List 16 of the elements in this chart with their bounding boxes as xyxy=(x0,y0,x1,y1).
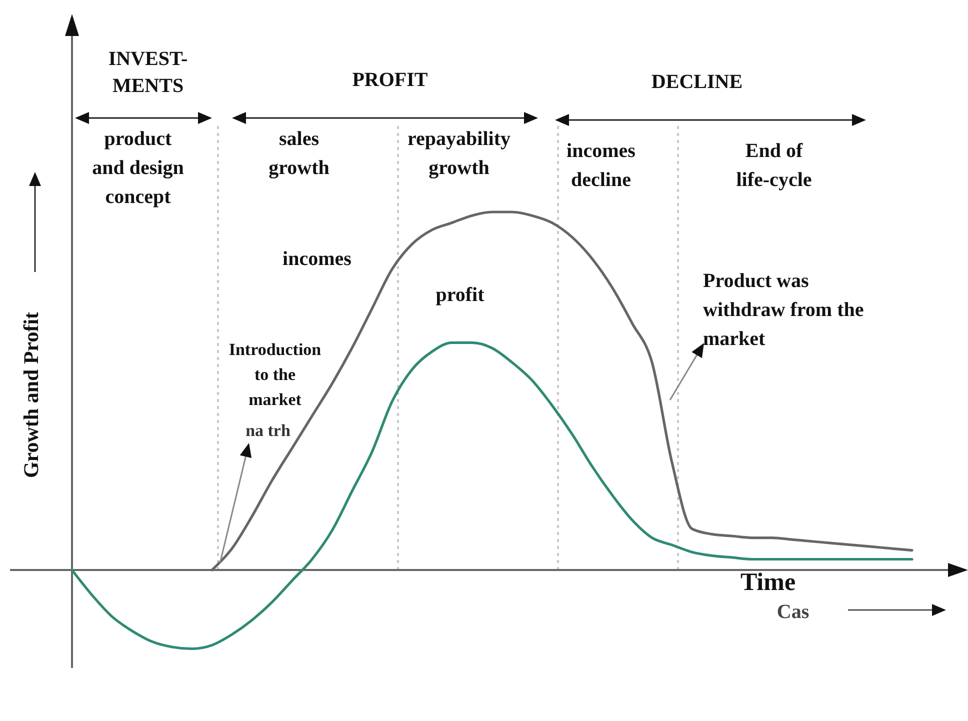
series-label: incomes xyxy=(282,248,352,270)
text: PROFIT xyxy=(352,69,428,91)
text: incomes decline xyxy=(566,140,636,191)
text: repayability growth xyxy=(408,128,510,179)
annotation: Product was withdraw from the market xyxy=(703,270,864,350)
text: INVEST- MENTS xyxy=(108,48,188,97)
annotation: Cas xyxy=(776,601,810,623)
text: DECLINE xyxy=(651,71,743,93)
text: sales growth xyxy=(268,128,330,179)
text: End of life-cycle xyxy=(736,140,812,191)
annotation: Introduction to the market xyxy=(228,340,322,409)
x-axis-title: Time xyxy=(740,569,796,596)
text: product and design concept xyxy=(92,128,184,208)
series-label: profit xyxy=(436,284,485,306)
annotation: na trh xyxy=(246,421,291,440)
y-axis-title: Growth and Profit xyxy=(19,312,43,478)
